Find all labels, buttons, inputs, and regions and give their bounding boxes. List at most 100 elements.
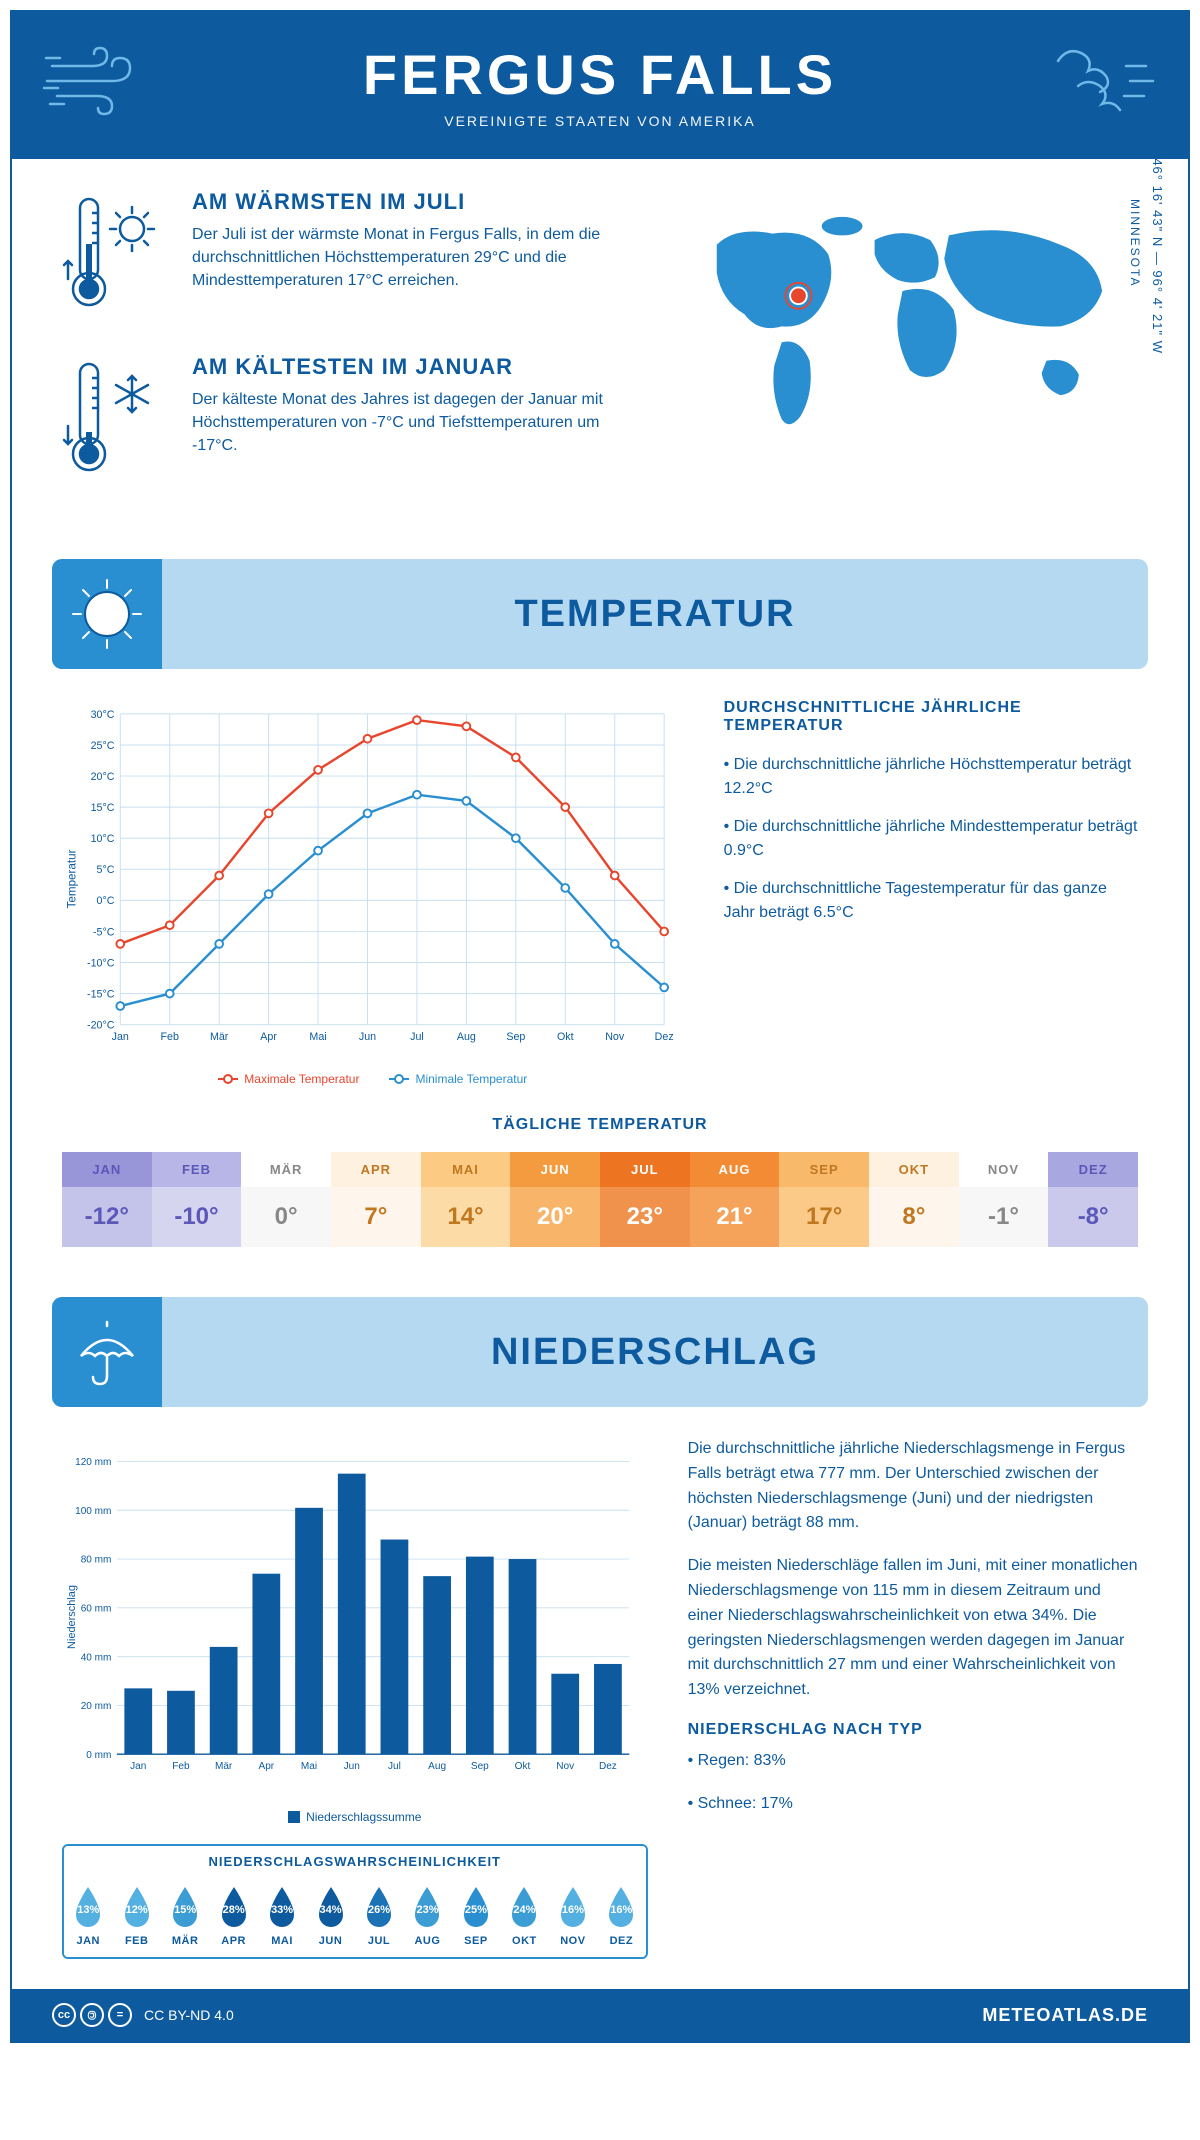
daily-temp-title: TÄGLICHE TEMPERATUR xyxy=(62,1116,1138,1134)
svg-text:Jun: Jun xyxy=(359,1031,376,1043)
month-cell: FEB-10° xyxy=(152,1152,242,1247)
svg-text:Feb: Feb xyxy=(172,1761,190,1772)
svg-text:20°C: 20°C xyxy=(91,771,115,783)
svg-text:-10°C: -10°C xyxy=(87,957,115,969)
svg-text:Jun: Jun xyxy=(344,1761,360,1772)
header: FERGUS FALLS VEREINIGTE STAATEN VON AMER… xyxy=(12,12,1188,159)
subtitle: VEREINIGTE STAATEN VON AMERIKA xyxy=(52,113,1148,129)
svg-text:40 mm: 40 mm xyxy=(81,1652,112,1663)
section-title-temperature: TEMPERATUR xyxy=(162,593,1148,636)
month-cell: MÄR0° xyxy=(241,1152,331,1247)
world-map xyxy=(667,189,1138,449)
svg-text:Mai: Mai xyxy=(309,1031,326,1043)
month-cell: SEP17° xyxy=(779,1152,869,1247)
svg-text:Jan: Jan xyxy=(130,1761,146,1772)
precipitation-banner: NIEDERSCHLAG xyxy=(52,1297,1148,1407)
svg-text:Jul: Jul xyxy=(388,1761,401,1772)
thermometer-cold-icon xyxy=(62,354,172,484)
coldest-fact: AM KÄLTESTEN IM JANUAR Der kälteste Mona… xyxy=(62,354,627,489)
section-title-precipitation: NIEDERSCHLAG xyxy=(162,1331,1148,1374)
month-cell: APR7° xyxy=(331,1152,421,1247)
svg-text:10°C: 10°C xyxy=(91,833,115,845)
coords-label: 46° 16' 43" N — 96° 4' 21" W xyxy=(1151,158,1166,354)
temp-text-p3: • Die durchschnittliche Tagestemperatur … xyxy=(724,877,1138,925)
temp-text-title: DURCHSCHNITTLICHE JÄHRLICHE TEMPERATUR xyxy=(724,699,1138,735)
svg-text:-20°C: -20°C xyxy=(87,1020,115,1032)
drop-cell: 28%APR xyxy=(209,1877,257,1957)
svg-text:60 mm: 60 mm xyxy=(81,1604,112,1615)
drop-cell: 12%FEB xyxy=(112,1877,160,1957)
legend-max: Maximale Temperatur xyxy=(244,1072,359,1086)
coldest-text: Der kälteste Monat des Jahres ist dagege… xyxy=(192,388,627,458)
svg-text:Dez: Dez xyxy=(599,1761,617,1772)
svg-text:Okt: Okt xyxy=(515,1761,531,1772)
page-title: FERGUS FALLS xyxy=(52,42,1148,107)
cc-icons: cc🄯= xyxy=(52,2003,132,2027)
svg-text:Aug: Aug xyxy=(428,1761,446,1772)
temp-text-p2: • Die durchschnittliche jährliche Mindes… xyxy=(724,815,1138,863)
svg-text:20 mm: 20 mm xyxy=(81,1701,112,1712)
drop-cell: 15%MÄR xyxy=(161,1877,209,1957)
precip-p2: Die meisten Niederschläge fallen im Juni… xyxy=(688,1554,1138,1703)
drop-cell: 34%JUN xyxy=(306,1877,354,1957)
month-cell: JAN-12° xyxy=(62,1152,152,1247)
svg-text:Sep: Sep xyxy=(506,1031,525,1043)
svg-text:Mär: Mär xyxy=(210,1031,229,1043)
drop-cell: 13%JAN xyxy=(64,1877,112,1957)
svg-text:-15°C: -15°C xyxy=(87,988,115,1000)
site-name: METEOATLAS.DE xyxy=(982,2005,1148,2026)
month-cell: AUG21° xyxy=(690,1152,780,1247)
month-cell: MAI14° xyxy=(421,1152,511,1247)
svg-text:0°C: 0°C xyxy=(97,895,115,907)
svg-text:Aug: Aug xyxy=(457,1031,476,1043)
svg-text:15°C: 15°C xyxy=(91,802,115,814)
svg-text:Feb: Feb xyxy=(161,1031,179,1043)
svg-text:Sep: Sep xyxy=(471,1761,489,1772)
legend-precip: Niederschlagssumme xyxy=(306,1810,421,1824)
svg-text:Dez: Dez xyxy=(655,1031,674,1043)
svg-text:Mai: Mai xyxy=(301,1761,317,1772)
warmest-fact: AM WÄRMSTEN IM JULI Der Juli ist der wär… xyxy=(62,189,627,324)
svg-text:Okt: Okt xyxy=(557,1031,574,1043)
svg-text:Jan: Jan xyxy=(112,1031,129,1043)
svg-text:30°C: 30°C xyxy=(91,709,115,721)
month-cell: OKT8° xyxy=(869,1152,959,1247)
svg-text:Jul: Jul xyxy=(410,1031,424,1043)
month-cell: JUN20° xyxy=(510,1152,600,1247)
svg-text:120 mm: 120 mm xyxy=(75,1457,111,1468)
svg-text:Nov: Nov xyxy=(605,1031,625,1043)
warmest-text: Der Juli ist der wärmste Monat in Fergus… xyxy=(192,223,627,293)
coldest-title: AM KÄLTESTEN IM JANUAR xyxy=(192,354,627,380)
svg-text:25°C: 25°C xyxy=(91,740,115,752)
svg-text:Apr: Apr xyxy=(260,1031,277,1043)
temp-text-p1: • Die durchschnittliche jährliche Höchst… xyxy=(724,753,1138,801)
drop-cell: 25%SEP xyxy=(452,1877,500,1957)
umbrella-icon xyxy=(67,1312,147,1392)
thermometer-hot-icon xyxy=(62,189,172,319)
svg-text:5°C: 5°C xyxy=(97,864,115,876)
precip-type-title: NIEDERSCHLAG NACH TYP xyxy=(688,1721,1138,1739)
legend-min: Minimale Temperatur xyxy=(415,1072,527,1086)
drop-cell: 33%MAI xyxy=(258,1877,306,1957)
precipitation-chart: 0 mm20 mm40 mm60 mm80 mm100 mm120 mmJanF… xyxy=(62,1437,648,1797)
license-text: CC BY-ND 4.0 xyxy=(144,2007,234,2023)
svg-text:Nov: Nov xyxy=(556,1761,574,1772)
month-cell: JUL23° xyxy=(600,1152,690,1247)
state-label: MINNESOTA xyxy=(1128,199,1142,287)
precip-p1: Die durchschnittliche jährliche Niedersc… xyxy=(688,1437,1138,1536)
temperature-banner: TEMPERATUR xyxy=(52,559,1148,669)
sun-icon xyxy=(67,574,147,654)
drop-cell: 16%DEZ xyxy=(597,1877,645,1957)
drop-cell: 23%AUG xyxy=(403,1877,451,1957)
drop-cell: 16%NOV xyxy=(549,1877,597,1957)
svg-text:Mär: Mär xyxy=(215,1761,233,1772)
daily-temp-grid: JAN-12°FEB-10°MÄR0°APR7°MAI14°JUN20°JUL2… xyxy=(62,1152,1138,1247)
svg-text:-5°C: -5°C xyxy=(93,926,115,938)
month-cell: DEZ-8° xyxy=(1048,1152,1138,1247)
drop-cell: 26%JUL xyxy=(355,1877,403,1957)
svg-text:100 mm: 100 mm xyxy=(75,1506,111,1517)
svg-text:Apr: Apr xyxy=(259,1761,275,1772)
prob-title: NIEDERSCHLAGSWAHRSCHEINLICHKEIT xyxy=(64,1846,646,1877)
svg-text:Temperatur: Temperatur xyxy=(66,849,79,908)
month-cell: NOV-1° xyxy=(959,1152,1049,1247)
